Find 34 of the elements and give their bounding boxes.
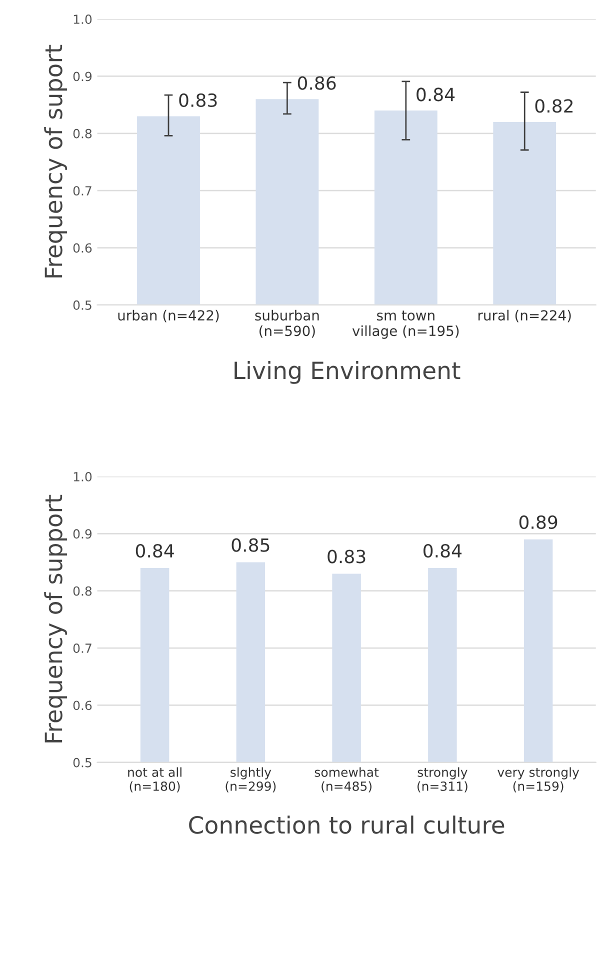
x-tick-label: somewhat (n=485): [314, 767, 379, 792]
data-label: 0.84: [416, 88, 455, 102]
y-tick-label: 0.8: [73, 128, 92, 138]
y-tick-label: 0.7: [73, 186, 92, 196]
y-tick-label: 1.0: [74, 472, 92, 482]
y-tick-label: 1.0: [74, 14, 92, 24]
y-tick-label: 0.5: [73, 300, 92, 310]
data-label: 0.84: [424, 544, 462, 558]
data-label: 0.85: [232, 538, 270, 552]
data-label: 0.83: [179, 93, 217, 108]
y-tick-label: 0.6: [73, 243, 92, 253]
y-axis-title: Frequency of suport: [44, 44, 67, 278]
x-tick-label: very strongly (n=159): [498, 767, 580, 792]
data-label: 0.86: [298, 76, 336, 90]
x-tick-label: rural (n=224): [478, 310, 571, 322]
x-tick-label: sm town village (n=195): [352, 310, 459, 339]
x-axis-title: Connection to rural culture: [189, 816, 504, 834]
x-tick-label: not at all (n=180): [128, 767, 182, 792]
y-tick-label: 0.9: [73, 72, 92, 82]
x-tick-label: slghtly (n=299): [226, 767, 276, 792]
x-tick-label: strongly (n=311): [418, 767, 468, 792]
y-tick-label: 0.5: [73, 758, 92, 768]
y-axis-title: Frequency of support: [44, 494, 67, 742]
y-tick-label: 0.8: [73, 586, 92, 596]
data-label: 0.83: [328, 550, 366, 564]
x-tick-label: suburban (n=590): [255, 310, 319, 338]
x-tick-label: urban (n=422): [118, 310, 219, 322]
y-tick-label: 0.6: [73, 700, 92, 710]
y-tick-label: 0.7: [73, 644, 92, 653]
x-axis-title: Living Environment: [234, 361, 460, 384]
y-tick-label: 0.9: [73, 529, 92, 539]
data-label: 0.84: [136, 544, 174, 558]
data-label: 0.82: [535, 99, 573, 113]
data-label: 0.89: [519, 515, 558, 530]
